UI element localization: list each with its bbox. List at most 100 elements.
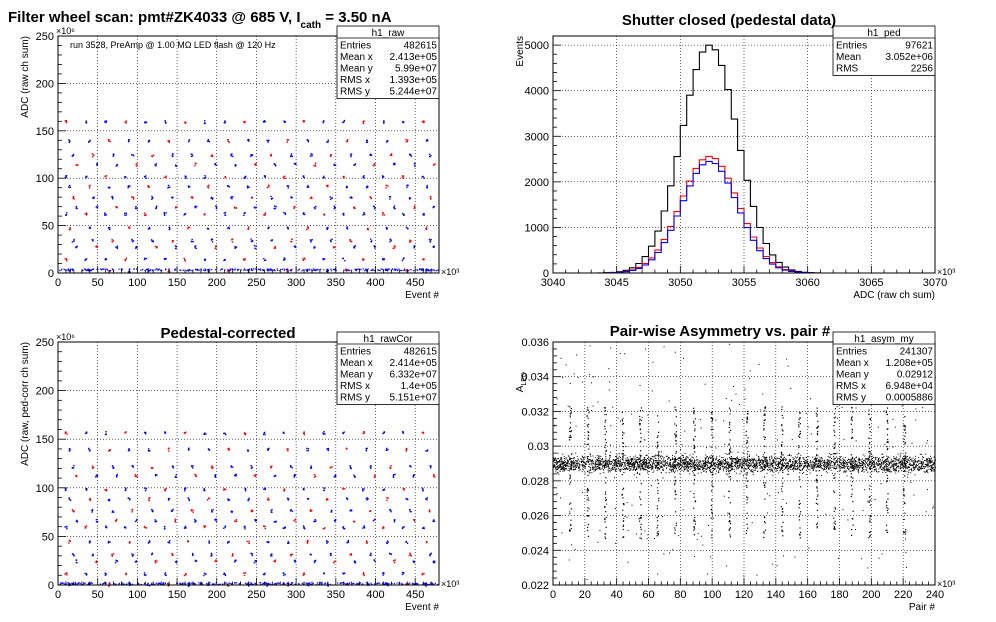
scatter-point	[390, 239, 392, 242]
scatter-point	[211, 198, 214, 200]
scatter-point	[362, 573, 365, 576]
scatter-point	[602, 465, 604, 467]
scatter-point	[85, 269, 88, 272]
scatter-point	[127, 140, 130, 143]
scatter-point	[637, 463, 639, 465]
scatter-point	[670, 470, 672, 472]
scatter-point	[402, 175, 405, 177]
scatter-point	[64, 583, 66, 585]
scatter-point	[764, 459, 766, 461]
scatter-point	[327, 585, 329, 587]
scatter-point	[307, 450, 309, 452]
scatter-point	[772, 467, 774, 469]
scatter-point	[434, 560, 436, 563]
scatter-point	[89, 499, 91, 502]
scatter-point	[71, 583, 74, 585]
scatter-point	[681, 454, 683, 456]
scatter-point	[703, 470, 705, 472]
scatter-point	[682, 458, 684, 460]
scatter-point	[145, 213, 147, 216]
scatter-point	[608, 461, 610, 463]
scatter-point	[329, 583, 331, 585]
scatter-point	[688, 462, 690, 464]
scatter-point	[349, 240, 352, 242]
scatter-point	[274, 270, 276, 272]
scatter-point	[912, 457, 914, 459]
scatter-point	[72, 467, 75, 469]
scatter-point	[244, 175, 247, 178]
scatter-point	[234, 520, 236, 522]
scatter-point	[355, 269, 357, 271]
scatter-point	[382, 583, 384, 585]
scatter-point	[222, 583, 224, 585]
scatter-point	[592, 468, 594, 470]
scatter-point	[791, 468, 793, 470]
scatter-point	[145, 177, 147, 179]
scatter-point	[401, 571, 404, 574]
scatter-point	[254, 520, 257, 522]
scatter-point	[255, 519, 258, 522]
scatter-point	[569, 458, 571, 460]
scatter-point	[188, 498, 190, 500]
scatter-point	[640, 469, 642, 471]
scatter-point	[374, 474, 376, 476]
scatter-point	[354, 163, 357, 165]
scatter-point	[96, 162, 98, 165]
scatter-point	[156, 246, 158, 248]
scatter-point	[416, 269, 418, 271]
scatter-point	[112, 240, 115, 242]
scatter-point	[263, 175, 266, 177]
scatter-point	[631, 461, 633, 463]
scatter-point	[430, 465, 432, 467]
scatter-point	[255, 207, 257, 209]
scatter-point	[291, 582, 293, 584]
scatter-point	[854, 467, 856, 469]
scatter-point	[765, 457, 767, 459]
scatter-point	[382, 258, 384, 261]
scatter-point	[707, 464, 709, 466]
scatter-point	[231, 583, 233, 585]
scatter-point	[250, 467, 253, 469]
scatter-point	[888, 469, 890, 471]
scatter-point	[65, 489, 67, 492]
scatter-point	[640, 459, 642, 461]
scatter-point	[628, 468, 630, 470]
scatter-point	[705, 454, 707, 456]
scatter-point	[831, 466, 833, 468]
scatter-point	[362, 258, 365, 260]
scatter-point	[689, 463, 691, 465]
scatter-point	[293, 207, 295, 210]
scatter-point	[571, 468, 573, 470]
scatter-point	[596, 464, 598, 466]
scatter-point	[751, 458, 753, 460]
scatter-point	[125, 122, 127, 124]
scatter-point	[207, 228, 209, 230]
scatter-point	[685, 463, 687, 465]
scatter-point	[867, 461, 869, 463]
panel-2: 3040 3045 3050 3055 3060 3065 3070010002000300…	[515, 25, 955, 301]
scatter-point	[287, 185, 289, 187]
scatter-point	[61, 582, 63, 585]
scatter-point	[89, 540, 91, 543]
scatter-point	[741, 468, 743, 470]
scatter-point	[930, 467, 932, 469]
scatter-point	[709, 462, 711, 464]
scatter-point	[250, 155, 252, 157]
scatter-point	[78, 582, 80, 584]
scatter-point	[426, 497, 428, 499]
scatter-point	[71, 553, 74, 555]
scatter-point	[64, 432, 66, 434]
scatter-point	[151, 155, 154, 158]
scatter-point	[306, 139, 309, 141]
scatter-point	[766, 465, 768, 467]
scatter-point	[430, 155, 432, 157]
scatter-point	[772, 461, 774, 463]
scatter-point	[303, 432, 305, 434]
scatter-point	[623, 462, 625, 464]
scatter-point	[344, 583, 347, 585]
scatter-point	[113, 511, 115, 513]
scatter-point	[705, 468, 707, 470]
scatter-point	[247, 499, 250, 502]
scatter-point	[149, 269, 152, 271]
scatter-point	[212, 197, 214, 199]
